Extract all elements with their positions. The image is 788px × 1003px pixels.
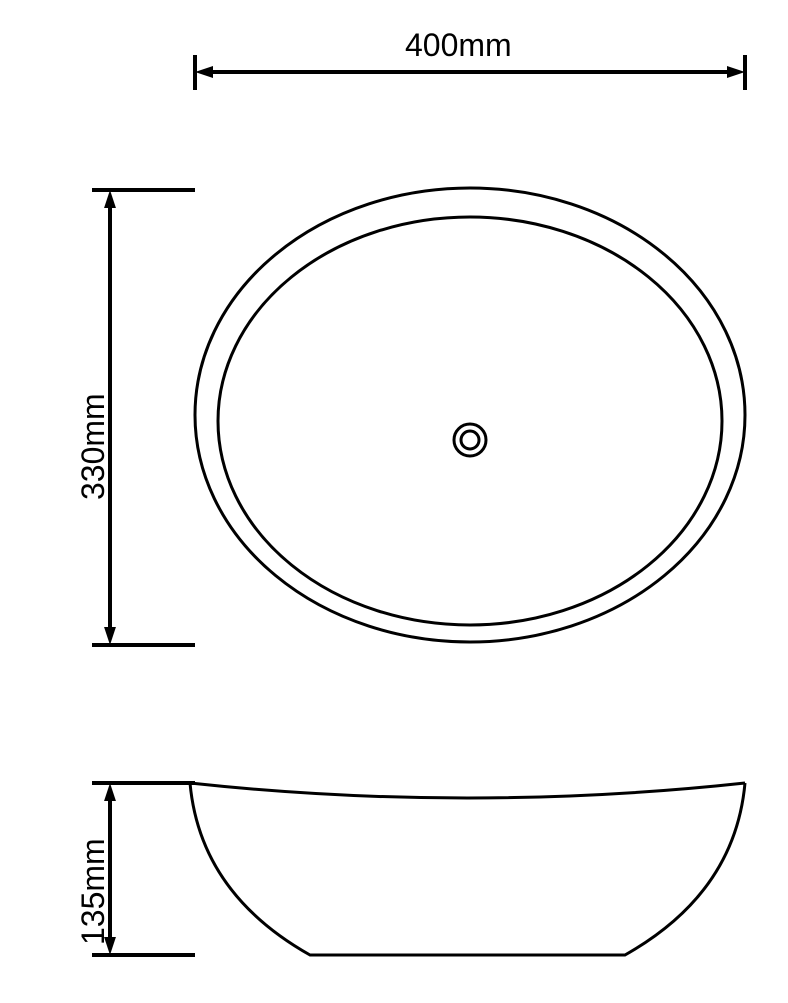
side-body [190,783,745,955]
dim-width-label: 400mm [405,27,512,64]
dim-depth-label: 330mm [75,393,112,500]
drain-outer [454,424,486,456]
basin-inner-rim [218,217,722,625]
diagram-canvas: 400mm 330mm 135mm [0,0,788,1003]
drain-inner [461,431,479,449]
side-top-rim [190,783,745,798]
basin-outer-rim [195,188,745,642]
dim-height-label: 135mm [75,838,112,945]
